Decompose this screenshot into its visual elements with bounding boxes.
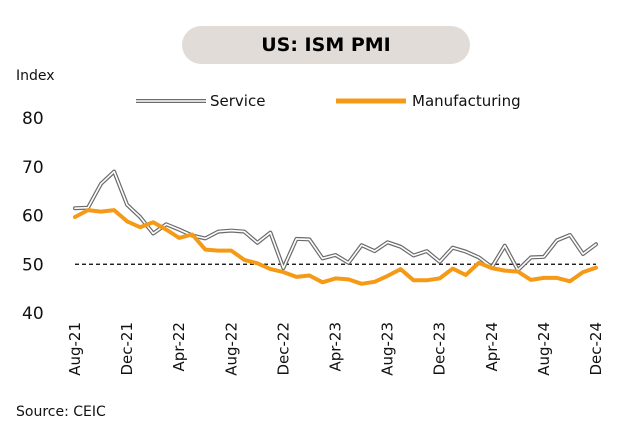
x-tick-label: Dec-24 <box>587 322 605 376</box>
y-tick-label: 40 <box>22 304 44 324</box>
x-tick-label: Aug-22 <box>222 322 240 376</box>
x-tick-label: Aug-24 <box>535 322 553 376</box>
y-tick-label: 50 <box>22 255 44 275</box>
x-tick-label: Apr-22 <box>170 322 188 372</box>
y-tick-label: 60 <box>22 207 44 227</box>
x-tick-label: Apr-23 <box>327 322 345 372</box>
manufacturing-series-line <box>73 208 598 286</box>
chart-title: US: ISM PMI <box>182 26 470 64</box>
x-tick-label: Dec-22 <box>274 322 292 376</box>
source-note: Source: CEIC <box>16 404 106 420</box>
x-tick-label: Apr-24 <box>483 322 501 372</box>
x-tick-label: Dec-21 <box>118 322 136 376</box>
x-tick-label: Aug-23 <box>379 322 397 376</box>
y-tick-label: 70 <box>22 158 44 178</box>
x-tick-label: Dec-23 <box>431 322 449 376</box>
x-tick-label: Aug-21 <box>66 322 84 376</box>
legend-label-manufacturing: Manufacturing <box>412 92 521 110</box>
y-tick-label: 80 <box>22 109 44 129</box>
legend-label-service: Service <box>210 92 265 110</box>
y-axis-label: Index <box>16 68 55 84</box>
